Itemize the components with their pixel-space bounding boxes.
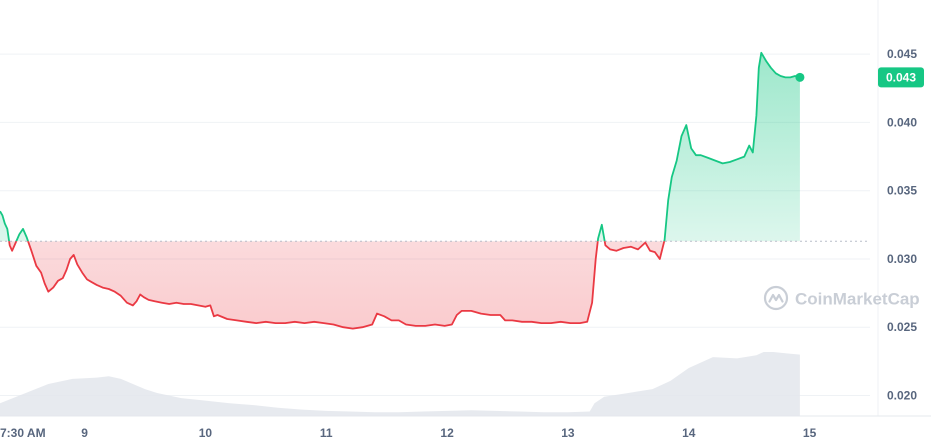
x-tick-label: 13 xyxy=(561,426,575,440)
watermark: CoinMarketCap xyxy=(763,285,920,311)
current-price-label: 0.043 xyxy=(886,70,916,84)
area-fill-up xyxy=(0,52,800,242)
line-segment-down xyxy=(8,241,666,330)
x-tick-label: 11 xyxy=(320,426,333,440)
coinmarketcap-logo-icon xyxy=(763,285,789,311)
current-price-badge-bg xyxy=(878,67,924,88)
x-axis: 7:30 AM 9 10 11 12 13 14 15 xyxy=(0,426,817,440)
y-tick-label: 0.040 xyxy=(887,115,917,129)
x-tick-label: 14 xyxy=(682,426,696,440)
area-fill-down xyxy=(9,241,665,329)
y-tick-label: 0.030 xyxy=(887,252,917,266)
current-price-dot[interactable] xyxy=(795,72,805,82)
price-line xyxy=(0,51,801,330)
y-tick-label: 0.025 xyxy=(887,320,917,334)
current-price-badge: 0.043 xyxy=(878,67,924,88)
x-tick-label: 9 xyxy=(81,426,88,440)
line-segment-up xyxy=(0,51,801,242)
x-tick-label: 7:30 AM xyxy=(0,426,46,440)
y-tick-label: 0.045 xyxy=(887,47,917,61)
x-tick-label: 10 xyxy=(199,426,213,440)
x-tick-label: 15 xyxy=(803,426,817,440)
x-tick-label: 12 xyxy=(440,426,454,440)
price-area xyxy=(0,52,800,329)
y-tick-label: 0.035 xyxy=(887,184,917,198)
volume-area-shape xyxy=(0,352,800,416)
y-axis: 0.045 0.040 0.035 0.030 0.025 0.020 xyxy=(887,47,917,402)
watermark-text: CoinMarketCap xyxy=(795,290,920,309)
volume-area xyxy=(0,352,800,416)
y-tick-label: 0.020 xyxy=(887,389,917,403)
